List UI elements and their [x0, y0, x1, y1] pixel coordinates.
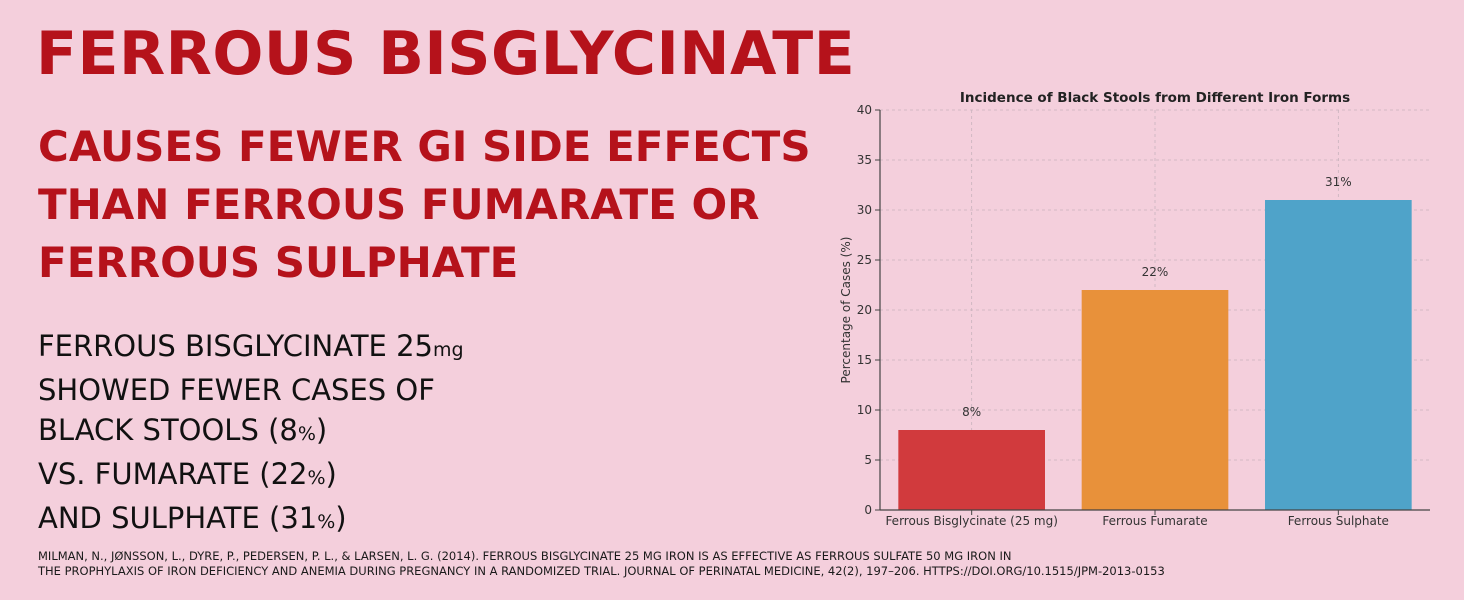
summary-line: SHOWED FEWER CASES OF: [38, 373, 435, 407]
summary-text-end: ): [325, 457, 337, 491]
y-axis-label: Percentage of Cases (%): [839, 237, 853, 384]
bar: [1081, 290, 1229, 510]
summary-text-main: VS. FUMARATE (22: [38, 457, 308, 491]
summary-text-end: ): [315, 413, 328, 447]
summary-text-end: ): [335, 501, 347, 535]
citation: MILMAN, N., JØNSSON, L., DYRE, P., PEDER…: [38, 549, 1165, 579]
summary-unit: %: [297, 423, 316, 445]
x-tick-label: Ferrous Sulphate: [1288, 514, 1389, 528]
summary-text-main: FERROUS BISGLYCINATE 25: [38, 329, 433, 363]
y-tick-label: 40: [857, 103, 872, 117]
summary-text-main: BLACK STOOLS (8: [38, 413, 298, 447]
y-tick-label: 0: [864, 503, 872, 517]
headline: FERROUS BISGLYCINATE: [36, 19, 856, 89]
summary-text: FERROUS BISGLYCINATE 25mg SHOWED FEWER C…: [38, 326, 464, 542]
y-tick-label: 25: [857, 253, 872, 267]
summary-line: BLACK STOOLS (8%): [38, 410, 464, 454]
data-label: 22%: [1142, 265, 1169, 279]
y-tick-label: 5: [864, 453, 872, 467]
y-tick-label: 15: [857, 353, 872, 367]
chart-title: Incidence of Black Stools from Different…: [960, 90, 1350, 106]
summary-text-main: AND SULPHATE (31: [38, 501, 318, 535]
x-tick-label: Ferrous Bisglycinate (25 mg): [885, 514, 1057, 528]
subheadline-line: FERROUS SULPHATE: [38, 238, 519, 287]
summary-line: AND SULPHATE (31%): [38, 498, 464, 542]
summary-line: FERROUS BISGLYCINATE 25mg: [38, 326, 464, 370]
summary-unit: %: [317, 511, 336, 533]
summary-unit: mg: [432, 339, 464, 361]
subheadline-line: THAN FERROUS FUMARATE OR: [38, 180, 760, 229]
summary-unit: %: [307, 467, 326, 489]
summary-line: VS. FUMARATE (22%): [38, 454, 464, 498]
bar: [898, 430, 1045, 510]
citation-line: MILMAN, N., JØNSSON, L., DYRE, P., PEDER…: [38, 549, 1012, 563]
data-label: 8%: [962, 405, 981, 419]
y-tick-label: 35: [857, 153, 872, 167]
bar: [1265, 200, 1412, 510]
subheadline: CAUSES FEWER GI SIDE EFFECTS THAN FERROU…: [38, 118, 838, 292]
y-tick-label: 20: [857, 303, 872, 317]
y-tick-label: 10: [857, 403, 872, 417]
bar-chart: Incidence of Black Stools from Different…: [839, 90, 1430, 528]
data-label: 31%: [1325, 175, 1352, 189]
y-tick-label: 30: [857, 203, 872, 217]
x-tick-label: Ferrous Fumarate: [1102, 514, 1207, 528]
subheadline-line: CAUSES FEWER GI SIDE EFFECTS: [38, 122, 811, 171]
citation-line: THE PROPHYLAXIS OF IRON DEFICIENCY AND A…: [38, 564, 1165, 578]
